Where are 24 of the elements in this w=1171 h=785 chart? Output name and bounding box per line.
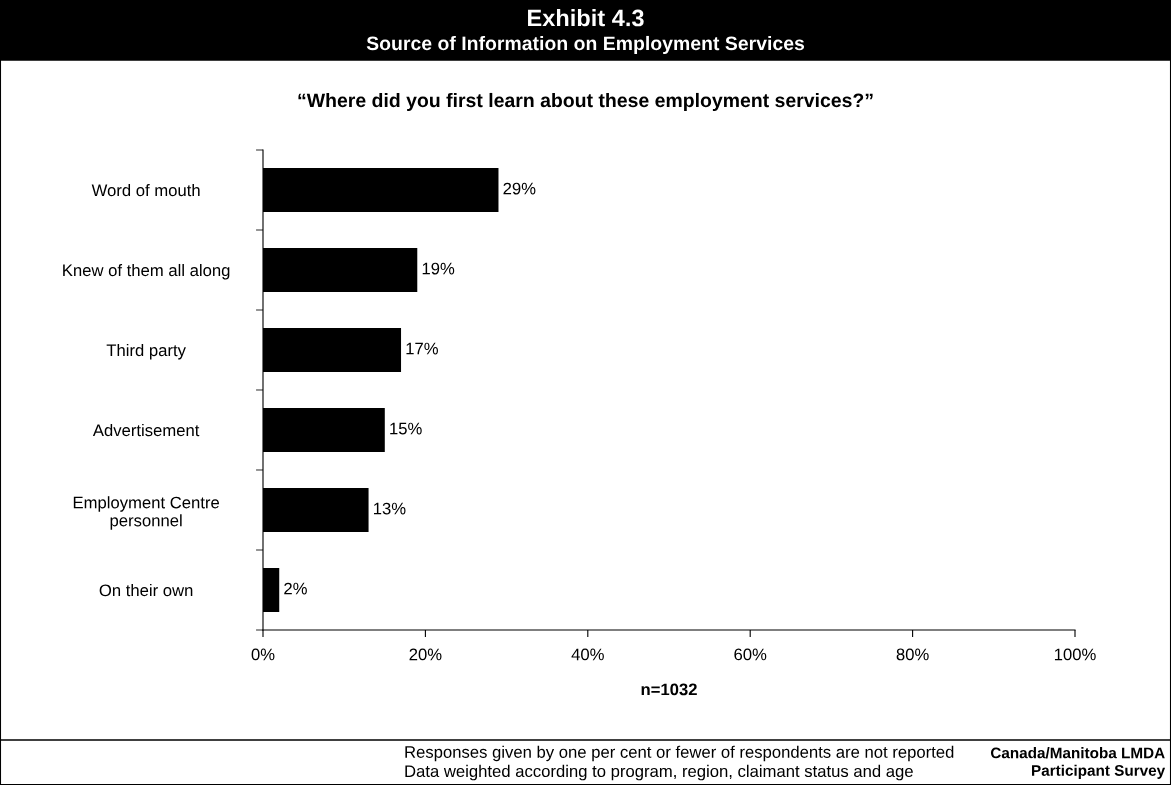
- x-tick-label: 0%: [251, 648, 275, 661]
- data-label: 19%: [422, 262, 455, 275]
- x-axis-title: n=1032: [641, 683, 697, 696]
- chart-subtitle: Source of Information on Employment Services: [366, 35, 805, 55]
- x-tick-label: 20%: [409, 648, 442, 661]
- data-label: 13%: [374, 502, 406, 515]
- x-tick-label: 80%: [896, 648, 929, 661]
- data-label: 2%: [284, 582, 307, 595]
- text: Canada/Manitoba LMDA Participant Survey: [990, 747, 1166, 779]
- data-label: 17%: [406, 342, 438, 355]
- chart-title: Exhibit 4.3: [528, 9, 644, 27]
- y-tick-label: Knew of them all along: [63, 263, 230, 280]
- y-tick-label: Employment Centre personnel: [73, 496, 220, 530]
- y-tick-label: Advertisement: [92, 423, 200, 437]
- text: Responses given by one per cent or fewer of respondents are not reported Data weighted according to program, region, claimant status and age: [405, 745, 954, 781]
- y-tick-label: Word of mouth: [91, 183, 200, 197]
- y-tick-label: Third party: [106, 343, 186, 360]
- text: “Where did you first learn about these employment services?”: [298, 92, 873, 112]
- x-tick-label: 100%: [1054, 648, 1096, 661]
- data-label: 15%: [390, 422, 422, 435]
- x-tick-label: 40%: [571, 648, 604, 661]
- x-tick-label: 60%: [734, 648, 767, 661]
- data-label: 29%: [503, 182, 536, 195]
- y-tick-label: On their own: [99, 583, 193, 597]
